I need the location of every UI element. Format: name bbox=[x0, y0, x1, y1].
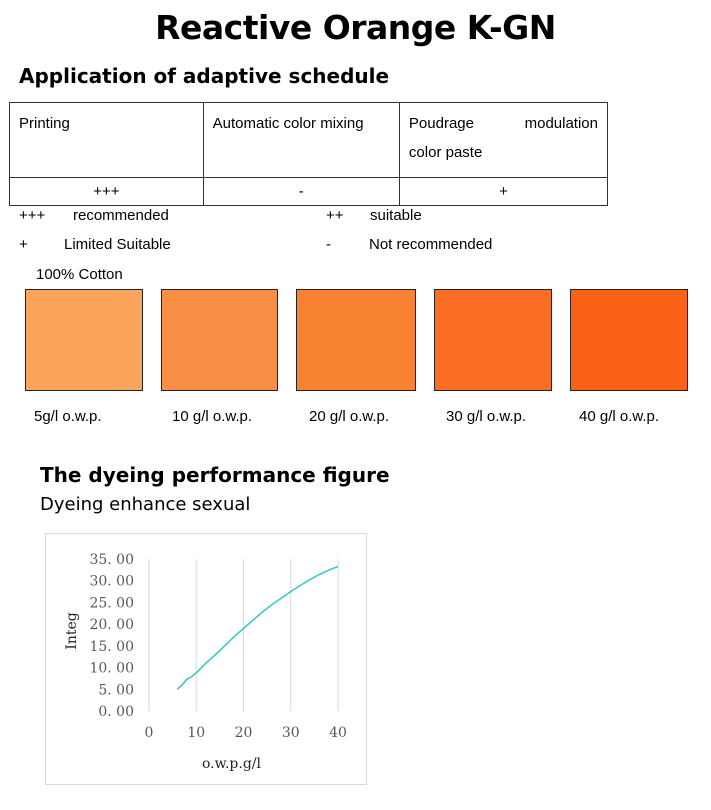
value-printing: +++ bbox=[9, 177, 204, 206]
performance-chart: 0 10 20 30 40 0. 00 5. 00 10. 00 15. 00 20. 00 25.… bbox=[45, 533, 367, 785]
swatch-label-10gl: 10 g/l o.w.p. bbox=[172, 408, 253, 425]
y-tick-label: 30. 00 bbox=[89, 574, 134, 590]
swatch-label-20gl: 20 g/l o.w.p. bbox=[309, 408, 390, 425]
legend-symbol-limited: + bbox=[19, 236, 28, 253]
series-line bbox=[176, 565, 339, 690]
legend-symbol-not-recommended: - bbox=[326, 236, 331, 253]
color-swatch-20gl bbox=[296, 289, 416, 391]
x-tick-label: 20 bbox=[235, 725, 253, 741]
legend-text-limited: Limited Suitable bbox=[64, 236, 171, 253]
y-tick-label: 15. 00 bbox=[89, 639, 134, 655]
header-automatic-color-mixing: Automatic color mixing bbox=[202, 102, 400, 178]
value-poudrage-modulation: + bbox=[398, 177, 609, 206]
legend-text-suitable: suitable bbox=[370, 207, 422, 224]
legend-symbol-suitable: ++ bbox=[326, 207, 344, 224]
legend-text-not-recommended: Not recommended bbox=[369, 236, 493, 253]
performance-subheading: Dyeing enhance sexual bbox=[40, 494, 251, 515]
color-swatch-5gl bbox=[25, 289, 143, 391]
header-poudrage-modulation: Poudrage modulation color paste bbox=[398, 102, 609, 178]
y-tick-label: 25. 00 bbox=[89, 595, 134, 611]
substrate-label: 100% Cotton bbox=[36, 266, 123, 283]
y-tick-label: 0. 00 bbox=[98, 704, 134, 720]
chart-svg: 0 10 20 30 40 0. 00 5. 00 10. 00 15. 00 20. 00 25.… bbox=[64, 552, 347, 772]
legend-symbol-recommended: +++ bbox=[19, 207, 46, 224]
schedule-table: Printing Automatic color mixing Poudrage… bbox=[9, 102, 609, 206]
x-tick-label: 40 bbox=[329, 725, 347, 741]
x-tick-label: 30 bbox=[282, 725, 300, 741]
y-tick-label: 20. 00 bbox=[89, 617, 134, 633]
x-tick-label: 0 bbox=[145, 725, 154, 741]
performance-heading: The dyeing performance figure bbox=[40, 463, 390, 487]
swatch-label-30gl: 30 g/l o.w.p. bbox=[446, 408, 527, 425]
value-automatic-color-mixing: - bbox=[202, 177, 400, 206]
header-printing: Printing bbox=[9, 102, 204, 178]
x-tick-label: 10 bbox=[187, 725, 205, 741]
legend-text-recommended: recommended bbox=[73, 207, 169, 224]
color-swatch-30gl bbox=[434, 289, 552, 391]
y-axis-title: Integ bbox=[64, 612, 80, 649]
color-swatch-40gl bbox=[570, 289, 688, 391]
swatch-label-40gl: 40 g/l o.w.p. bbox=[579, 408, 660, 425]
swatch-label-5gl: 5g/l o.w.p. bbox=[34, 408, 102, 425]
y-tick-label: 10. 00 bbox=[89, 661, 134, 677]
y-tick-label: 35. 00 bbox=[89, 552, 134, 568]
y-tick-label: 5. 00 bbox=[98, 682, 134, 698]
schedule-heading: Application of adaptive schedule bbox=[19, 64, 390, 88]
x-axis-title: o.w.p.g/l bbox=[202, 756, 261, 772]
page-title: Reactive Orange K-GN bbox=[155, 8, 556, 47]
color-swatch-10gl bbox=[161, 289, 278, 391]
